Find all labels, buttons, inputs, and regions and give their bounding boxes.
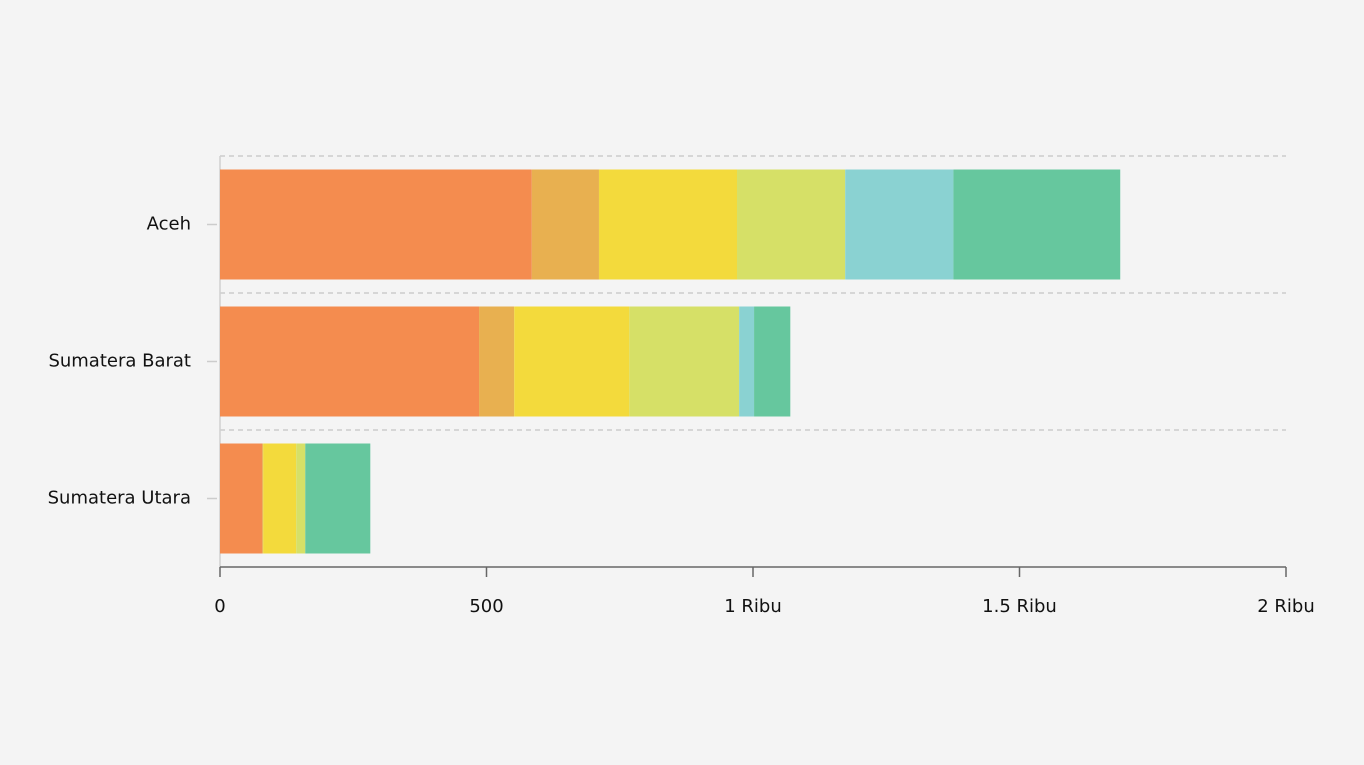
bar-segment — [629, 306, 740, 417]
bar-segment — [479, 306, 515, 417]
bar-segment — [737, 169, 846, 280]
y-tick-label: Aceh — [147, 214, 191, 235]
bar-segment — [739, 306, 755, 417]
bar-segment — [262, 443, 264, 554]
bar-segment — [305, 443, 371, 554]
x-tick-label: 2 Ribu — [1257, 596, 1315, 617]
bar-segment — [845, 169, 954, 280]
y-tick-label: Sumatera Barat — [48, 351, 191, 372]
bar-segment — [296, 443, 306, 554]
x-tick-label: 0 — [214, 596, 225, 617]
bar-segment — [220, 306, 480, 417]
bar-segment — [953, 169, 1121, 280]
bar-segment — [220, 443, 263, 554]
x-tick-label: 1.5 Ribu — [982, 596, 1057, 617]
bar-segment — [754, 306, 791, 417]
bar-segment — [514, 306, 630, 417]
x-tick-label: 1 Ribu — [724, 596, 782, 617]
x-tick-label: 500 — [469, 596, 503, 617]
y-tick-label: Sumatera Utara — [48, 488, 191, 509]
bar-segment — [598, 169, 738, 280]
bar-segment — [263, 443, 297, 554]
bar-segment — [531, 169, 599, 280]
bar-segment — [220, 169, 532, 280]
